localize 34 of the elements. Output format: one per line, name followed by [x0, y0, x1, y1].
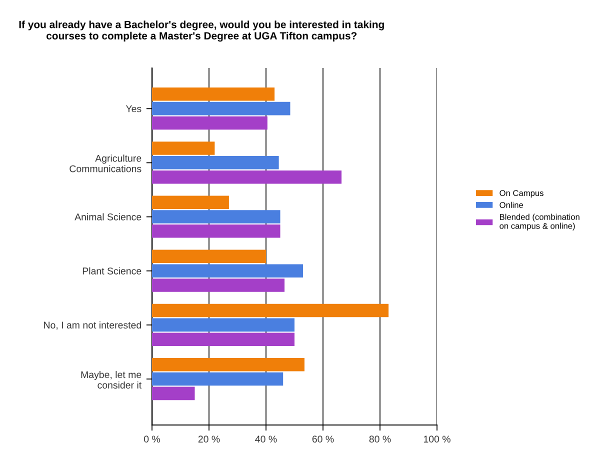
y-tick-label: Animal Science [74, 213, 142, 220]
bar [152, 142, 215, 155]
bar [152, 358, 304, 372]
bar [152, 332, 294, 346]
bar [152, 196, 229, 209]
x-tick-label: 40 % [255, 436, 277, 443]
y-tick-label: Maybe, let me consider it [81, 370, 142, 389]
y-tick-label: No, I am not interested [44, 321, 141, 330]
bar [152, 116, 268, 130]
bar [152, 264, 304, 278]
y-tick-label: Yes [126, 105, 142, 112]
legend-label: Blended (combination on campus & online) [500, 214, 580, 231]
x-tick-label: 60 % [312, 436, 334, 443]
bar [152, 102, 290, 116]
bar [152, 224, 280, 238]
x-tick-label: 100 % [424, 436, 450, 443]
bar [152, 170, 342, 184]
x-tick-label: 80 % [369, 436, 391, 443]
x-tick-label: 20 % [198, 436, 220, 443]
bar [152, 386, 195, 400]
y-tick-label: Plant Science [82, 267, 142, 274]
bar [152, 250, 266, 264]
bar [152, 278, 285, 292]
bar [152, 156, 279, 170]
bar [152, 318, 294, 332]
x-tick-label: 0 % [144, 436, 160, 443]
bar [152, 372, 284, 386]
y-tick-label: Agriculture Communications [70, 154, 142, 172]
bar [152, 210, 280, 224]
bar [152, 304, 389, 318]
bar [152, 88, 275, 101]
legend-label: On Campus [500, 190, 544, 198]
chart-title: If you already have a Bachelor's degree, would you be interested in taking courses to complete a Master's Degree at UGA Tifton campus? [19, 20, 384, 42]
legend-label: Online [500, 202, 524, 208]
